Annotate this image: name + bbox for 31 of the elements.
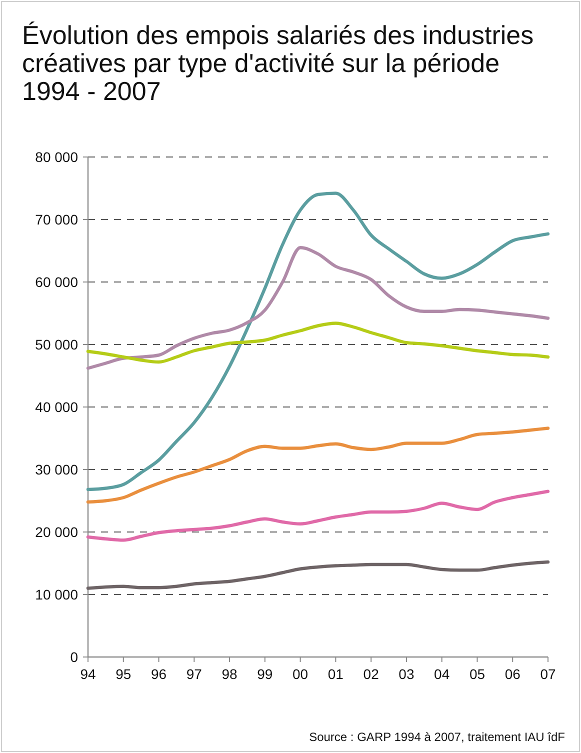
x-tick-label: 07 <box>540 666 556 682</box>
x-tick-label: 03 <box>398 666 414 682</box>
x-tick-label: 02 <box>363 666 380 682</box>
x-tick-label: 00 <box>292 666 308 682</box>
x-tick-label: 01 <box>328 666 344 682</box>
x-tick-label: 06 <box>504 666 521 682</box>
line-series <box>86 192 550 492</box>
x-tick-label: 99 <box>257 666 273 682</box>
line-series <box>86 246 550 370</box>
x-tick-label: 94 <box>80 666 96 682</box>
y-tick-label: 70 000 <box>35 211 78 228</box>
y-tick-label: 50 000 <box>35 336 78 352</box>
x-tick-label: 97 <box>186 666 202 682</box>
x-tick-label: 95 <box>116 666 132 682</box>
y-tick-label: 0 <box>70 648 78 665</box>
source-note: Source : GARP 1994 à 2007, traitement IAU îdF <box>309 730 565 744</box>
line-series <box>86 560 550 590</box>
y-tick-label: 20 000 <box>35 524 78 540</box>
y-tick-label: 80 000 <box>35 148 78 165</box>
y-tick-label: 40 000 <box>35 398 78 415</box>
line-series <box>86 322 550 364</box>
line-series <box>86 490 550 542</box>
x-tick-label: 96 <box>150 666 167 682</box>
y-tick-label: 10 000 <box>35 586 78 602</box>
chart-title: Évolution des empois salariés des industries créatives par type d'activité sur la période 1994 - 2007 <box>22 20 534 106</box>
y-tick-label: 60 000 <box>35 274 78 290</box>
line-series <box>86 426 550 504</box>
x-tick-label: 04 <box>434 666 450 682</box>
y-tick-label: 30 000 <box>35 461 78 478</box>
x-tick-label: 98 <box>222 666 238 682</box>
x-tick-label: 05 <box>469 666 486 682</box>
